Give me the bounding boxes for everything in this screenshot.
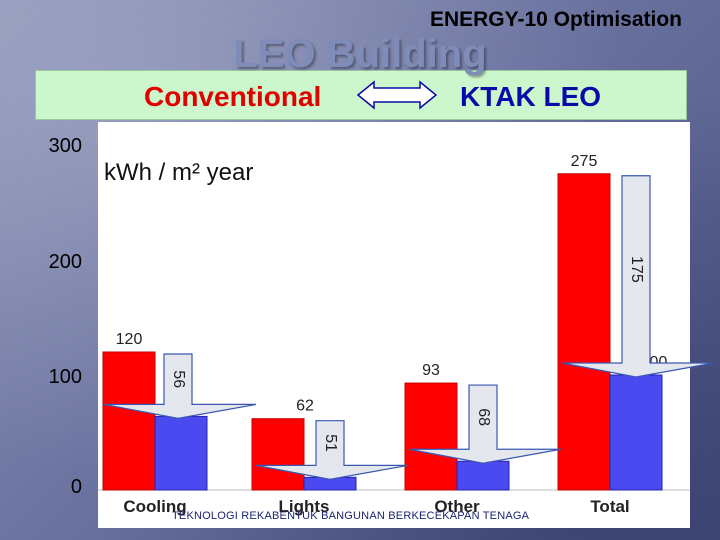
comparison-banner: Conventional KTAK LEO [35,70,687,120]
y-tick-label: 100 [49,366,82,388]
value-label: 275 [571,153,598,170]
y-tick-label: 0 [71,476,82,498]
savings-value-label: 175 [628,256,645,283]
savings-arrow-icon [103,353,257,420]
y-tick-label: 200 [49,251,82,273]
banner-ktak-leo-label: KTAK LEO [460,81,602,112]
bar-ktak-leo [456,460,510,491]
savings-arrow-icon [561,175,715,378]
value-label: 120 [116,331,143,348]
unit-label: kWh / m² year [104,159,253,186]
slide-title: LEO Building [233,32,487,76]
bar-ktak-leo [609,374,663,491]
bar-conventional [404,382,458,491]
category-label: Other [434,497,480,516]
category-label: Total [590,497,629,516]
value-label: 62 [296,398,314,415]
savings-arrow-icon [408,384,562,464]
savings-value-label: 51 [322,434,339,452]
value-label: 93 [422,362,440,379]
bar-conventional [251,418,305,491]
bar-conventional [557,173,611,491]
category-label: Lights [279,497,330,516]
bar-conventional [102,351,156,491]
slide-footer: TEKNOLOGI REKABENTUK BANGUNAN BERKECEKAP… [172,510,530,522]
slide-subtitle: ENERGY-10 Optimisation [429,8,682,31]
savings-value-label: 56 [170,370,187,388]
y-tick-label: 300 [49,135,82,157]
bar-ktak-leo [154,415,208,491]
double-arrow-icon [356,80,438,110]
banner-conventional-label: Conventional [144,81,322,112]
category-label: Cooling [123,497,186,516]
savings-arrow-icon [255,420,409,480]
savings-value-label: 68 [475,408,492,426]
